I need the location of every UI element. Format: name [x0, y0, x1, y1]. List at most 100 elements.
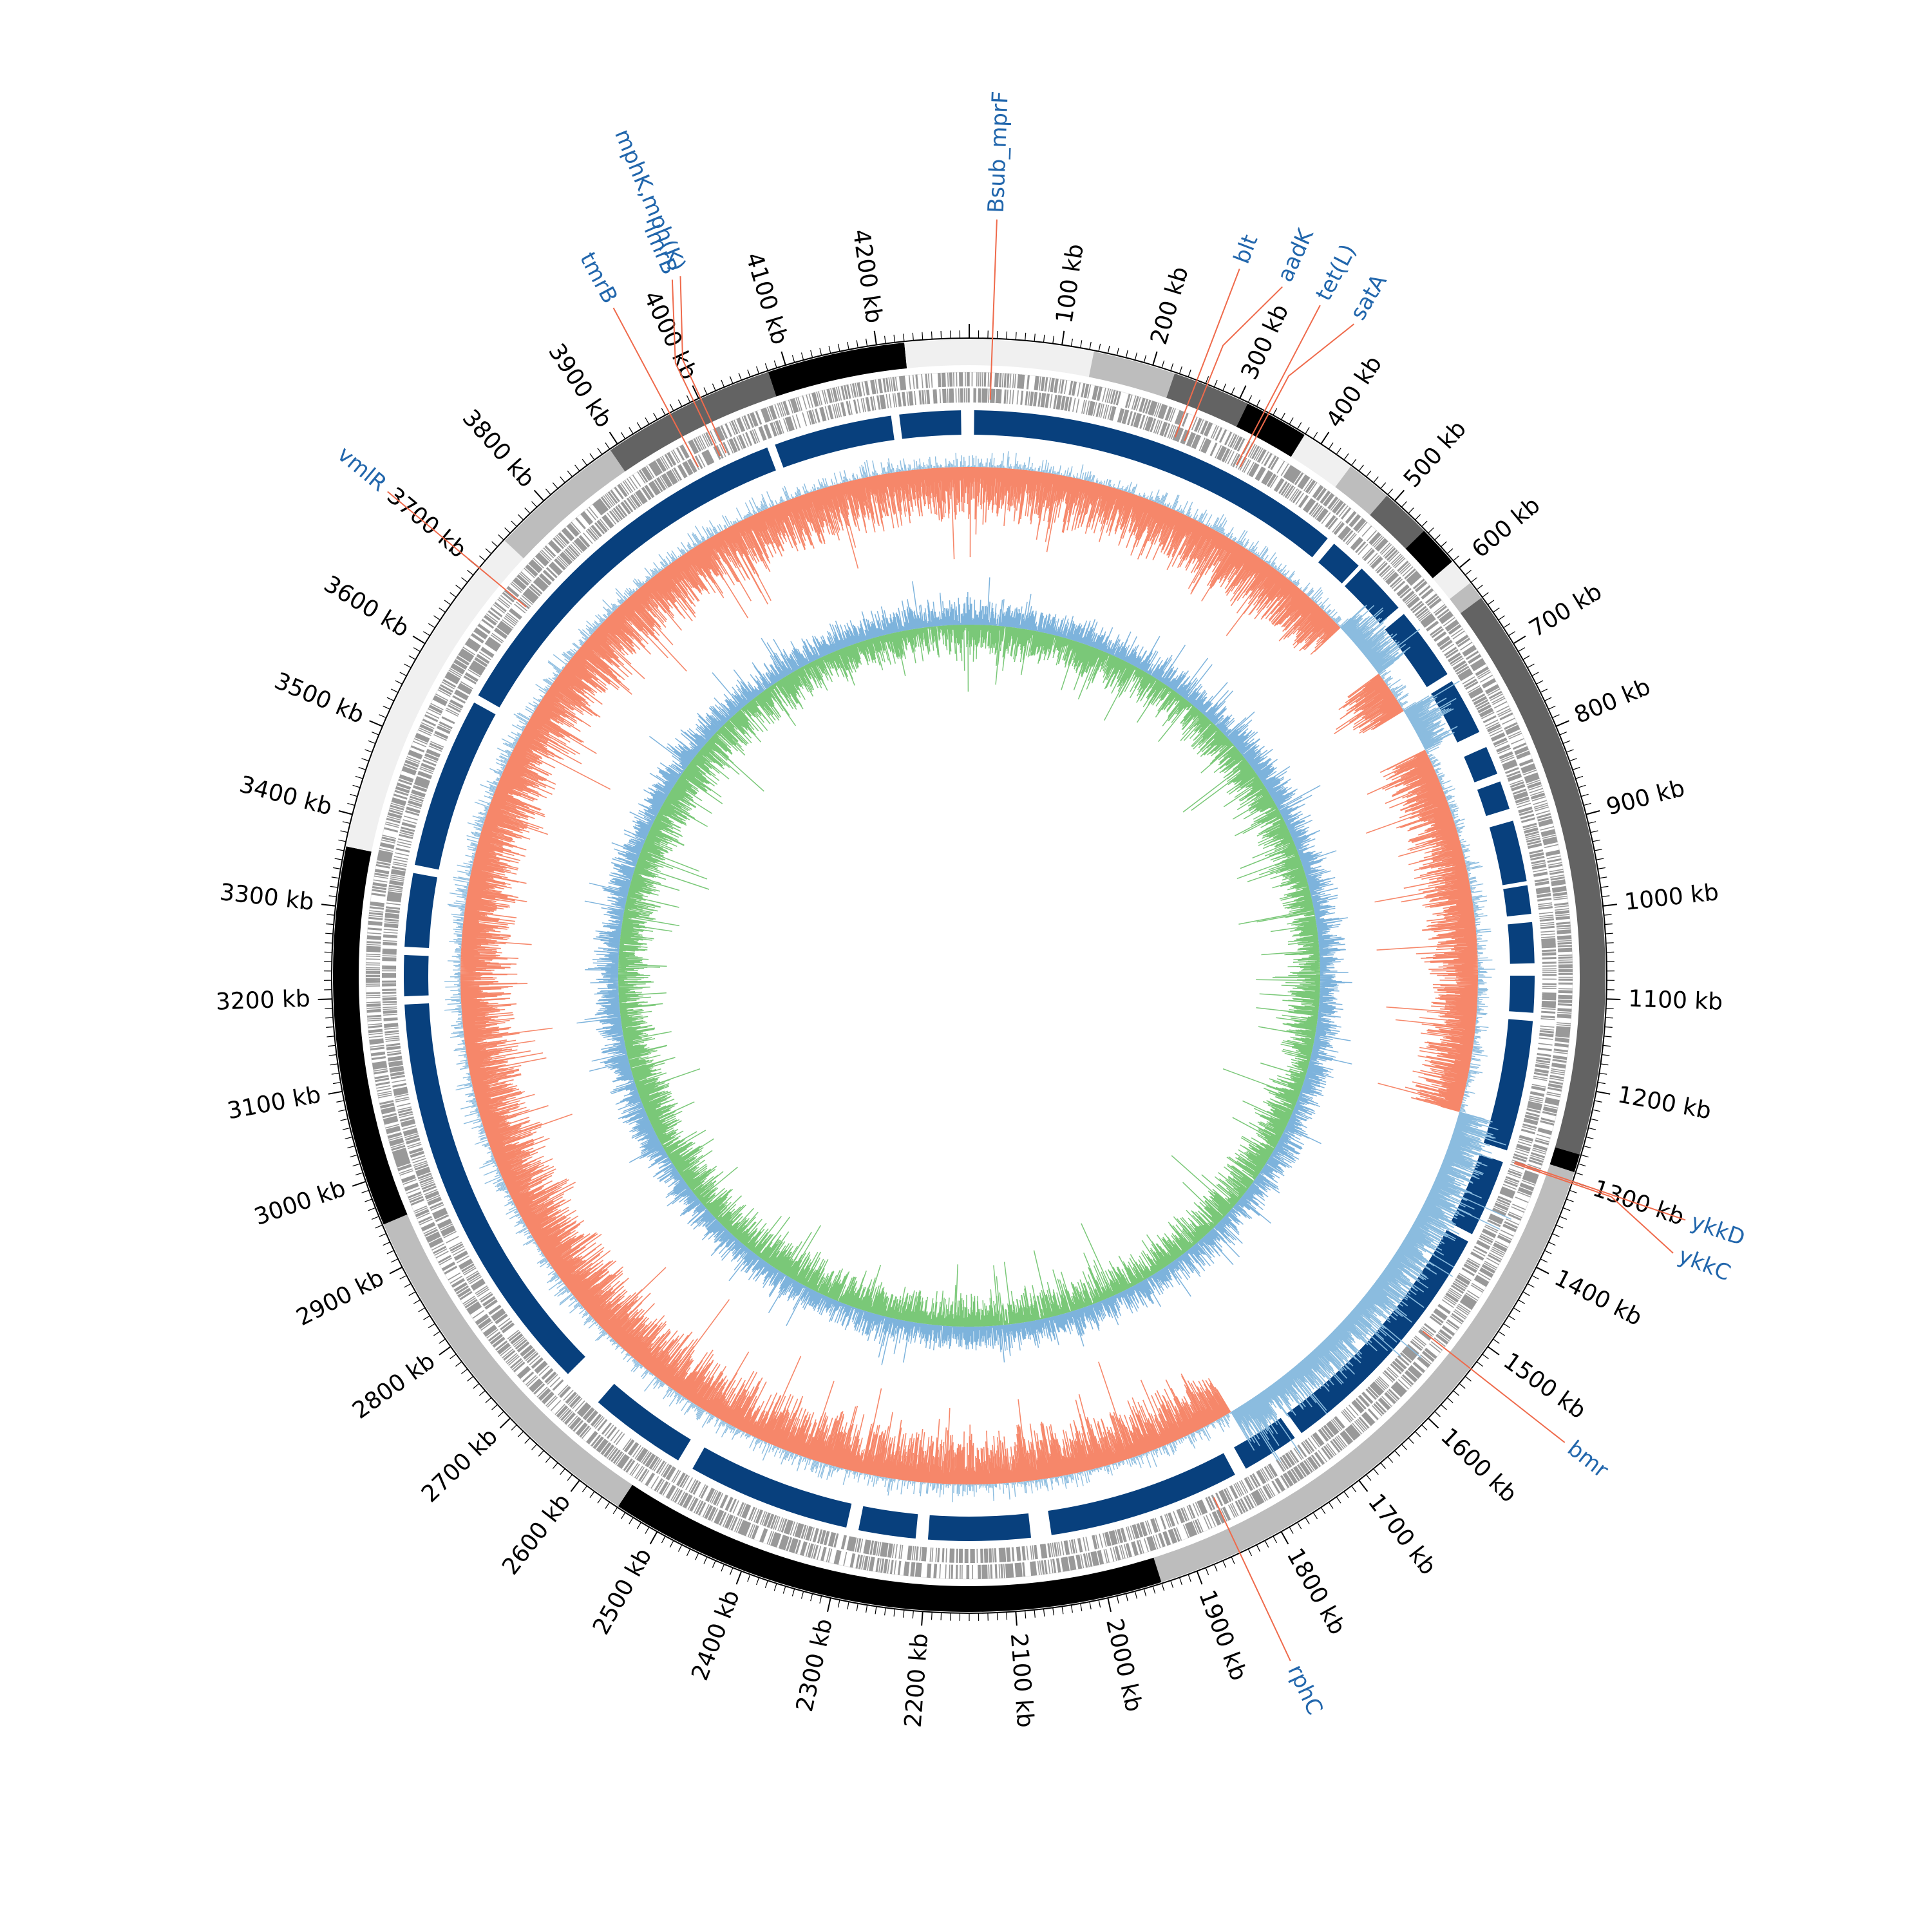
- contig-segment: [1450, 583, 1482, 614]
- tick-label: 1400 kb: [1550, 1265, 1646, 1332]
- gene-leader-line: [1174, 269, 1240, 438]
- contig-segment: [1088, 352, 1175, 398]
- tick-label: 2800 kb: [348, 1348, 440, 1425]
- tick-label: 2900 kb: [292, 1265, 388, 1332]
- gc-skew-track: [576, 577, 1352, 1365]
- alignment-block: [692, 1447, 852, 1528]
- contig-segment: [333, 846, 408, 1225]
- gene-label: satA: [1345, 270, 1392, 325]
- tick-label: 4200 kb: [848, 227, 887, 325]
- tick-label: 800 kb: [1571, 674, 1654, 729]
- alignment-block: [1489, 820, 1527, 886]
- gc-content-upper: [444, 451, 1495, 1502]
- contig-segment: [610, 372, 777, 472]
- minor-ticks: [323, 330, 1615, 1621]
- tick-label: 2100 kb: [1005, 1633, 1039, 1728]
- contig-ring: [333, 339, 1605, 1612]
- alignment-block: [1234, 1417, 1295, 1469]
- tick-label: 1000 kb: [1623, 879, 1719, 916]
- tick-label: 3500 kb: [270, 668, 368, 729]
- tick-label: 1700 kb: [1363, 1489, 1441, 1580]
- gene-label: rphC: [1282, 1661, 1328, 1719]
- alignment-block: [1385, 614, 1448, 687]
- alignment-block: [899, 410, 961, 439]
- alignment-block: [478, 447, 776, 708]
- gene-label: tet(L): [1311, 240, 1361, 305]
- tick-label: 3600 kb: [319, 571, 414, 642]
- gene-label: blt: [1229, 231, 1263, 267]
- contig-segment: [1166, 373, 1248, 427]
- cds-track: [365, 372, 1573, 1580]
- contig-segment: [768, 343, 907, 397]
- tick-label: 400 kb: [1321, 352, 1388, 433]
- gene-leader-line: [1213, 1497, 1291, 1662]
- alignment-block: [1464, 746, 1498, 782]
- contig-segment: [1335, 466, 1387, 515]
- alignment-block: [1503, 885, 1531, 917]
- gc-skew-negative: [576, 577, 1352, 1365]
- tick-label: 3700 kb: [382, 482, 471, 563]
- tick-label: 2400 kb: [687, 1587, 745, 1685]
- gene-leader-line: [1513, 1162, 1674, 1254]
- tick-label: 1200 kb: [1616, 1081, 1714, 1124]
- gene-leader-line: [1422, 1331, 1566, 1443]
- tick-label: 700 kb: [1525, 578, 1607, 643]
- alignment-block: [1318, 544, 1359, 584]
- tick-label: 500 kb: [1399, 415, 1472, 493]
- gene-leader-line: [612, 307, 699, 468]
- alignment-block: [974, 410, 1328, 558]
- major-ticks: [317, 324, 1621, 1626]
- tick-label: 1800 kb: [1282, 1544, 1351, 1639]
- gene-label: vmlR: [332, 441, 392, 497]
- contig-segment: [904, 339, 969, 368]
- tick-label: 1900 kb: [1193, 1587, 1252, 1685]
- contig-segment: [969, 339, 1094, 377]
- gc-content-primary: [460, 466, 1479, 1485]
- tick-label: 1600 kb: [1435, 1423, 1522, 1508]
- gc-content-track: [444, 451, 1511, 1502]
- alignment-block: [404, 1003, 585, 1374]
- gene-label: Bsub_mprF: [983, 91, 1014, 214]
- tick-label: 4100 kb: [741, 250, 793, 348]
- contig-segment: [1291, 435, 1351, 488]
- alignment-block: [1483, 1019, 1533, 1151]
- gene-label: tmrB: [574, 248, 623, 308]
- tick-label: 2700 kb: [417, 1423, 503, 1508]
- gene-leader-line: [671, 279, 721, 457]
- scale-ticks: [317, 324, 1621, 1626]
- alignment-block: [1048, 1453, 1235, 1535]
- alignment-block: [927, 1513, 1032, 1541]
- contig-segment: [1432, 561, 1470, 600]
- tick-label: 4000 kb: [638, 287, 702, 384]
- contig-segment: [1549, 1147, 1580, 1173]
- tick-label: 2000 kb: [1101, 1616, 1147, 1714]
- tick-label: 1300 kb: [1589, 1175, 1687, 1231]
- tick-label: 2300 kb: [791, 1616, 838, 1714]
- tick-label: 3000 kb: [251, 1175, 349, 1231]
- tick-label: 2200 kb: [900, 1633, 934, 1728]
- gene-leader-line: [1514, 1161, 1686, 1221]
- tick-label: 3300 kb: [218, 879, 315, 916]
- tick-label: 2600 kb: [497, 1489, 576, 1580]
- gene-leader-line: [1184, 286, 1283, 442]
- contig-segment: [1405, 531, 1453, 579]
- contig-segment: [1370, 495, 1425, 549]
- alignment-block: [1345, 568, 1399, 624]
- gene-leader-line: [1236, 305, 1321, 466]
- tick-label: 3200 kb: [215, 985, 310, 1015]
- tick-label: 3900 kb: [543, 339, 617, 432]
- contig-segment: [504, 450, 625, 559]
- gene-leader-line: [387, 491, 527, 608]
- contig-segment: [383, 1214, 632, 1506]
- tick-label: 100 kb: [1051, 242, 1089, 325]
- tick-label: 3100 kb: [225, 1081, 323, 1124]
- gc-skew-positive: [618, 624, 1321, 1327]
- gene-leader-line: [679, 276, 727, 453]
- tick-label: 3400 kb: [237, 772, 335, 821]
- contig-segment: [346, 540, 524, 852]
- alignment-block: [1477, 781, 1510, 817]
- gene-leader-line: [1239, 323, 1355, 468]
- contig-segment: [1236, 403, 1305, 457]
